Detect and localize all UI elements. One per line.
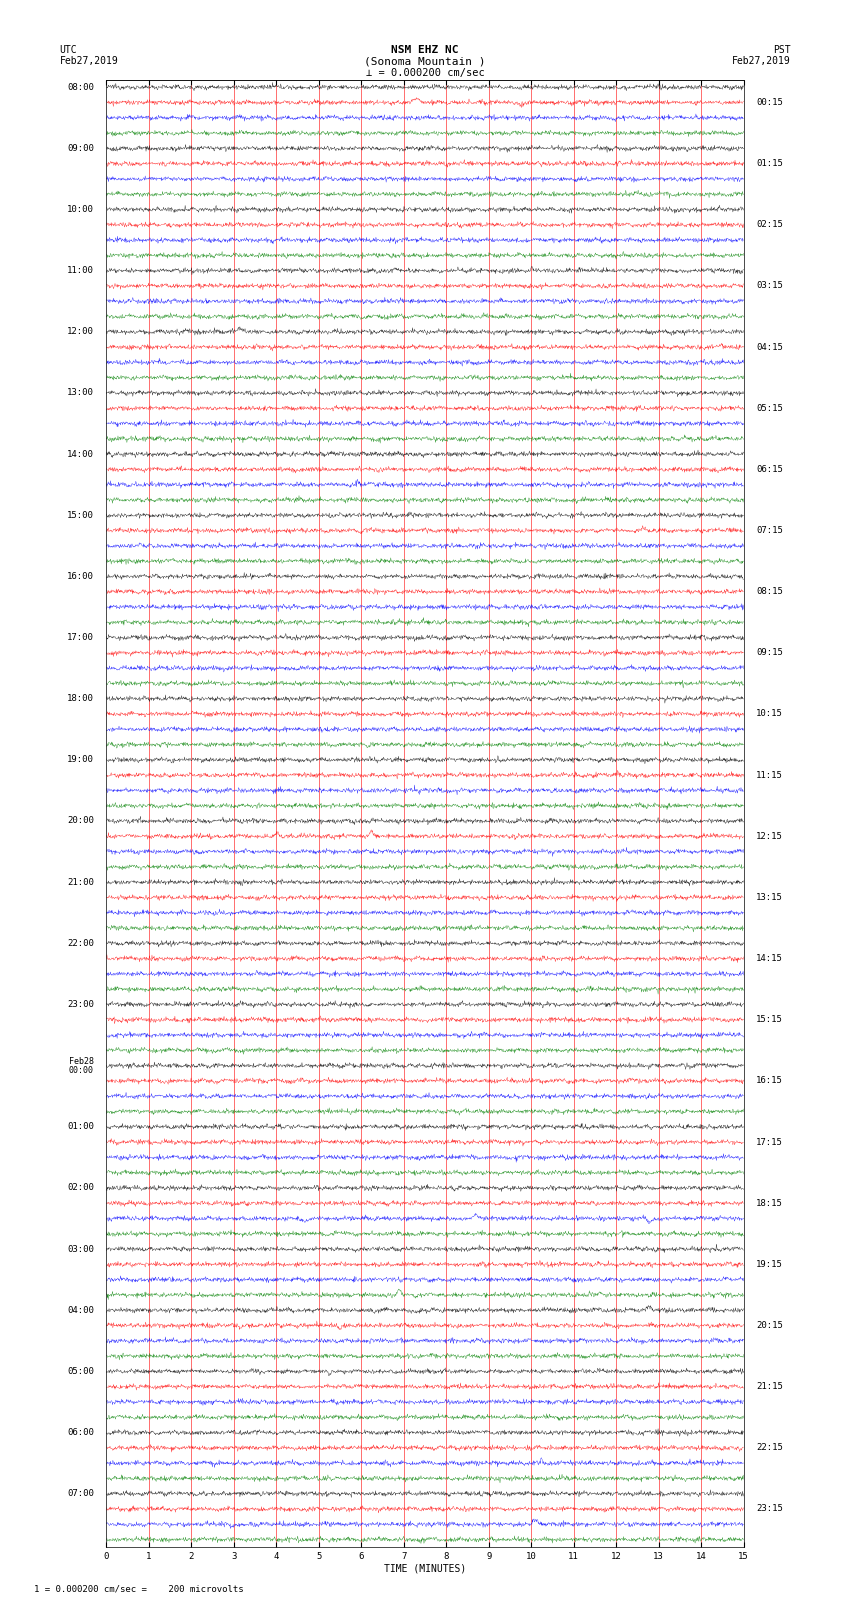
X-axis label: TIME (MINUTES): TIME (MINUTES) — [384, 1563, 466, 1574]
Text: 12:15: 12:15 — [756, 832, 783, 840]
Text: 18:15: 18:15 — [756, 1198, 783, 1208]
Text: 14:15: 14:15 — [756, 953, 783, 963]
Text: 06:15: 06:15 — [756, 465, 783, 474]
Text: 17:00: 17:00 — [67, 632, 94, 642]
Text: 20:00: 20:00 — [67, 816, 94, 826]
Text: ⊥ = 0.000200 cm/sec: ⊥ = 0.000200 cm/sec — [366, 68, 484, 77]
Text: PST: PST — [773, 45, 790, 55]
Text: 21:00: 21:00 — [67, 877, 94, 887]
Text: Feb28: Feb28 — [69, 1057, 94, 1066]
Text: 05:00: 05:00 — [67, 1366, 94, 1376]
Text: 01:00: 01:00 — [67, 1123, 94, 1131]
Text: 22:15: 22:15 — [756, 1444, 783, 1452]
Text: 18:00: 18:00 — [67, 694, 94, 703]
Text: 10:00: 10:00 — [67, 205, 94, 215]
Text: 22:00: 22:00 — [67, 939, 94, 948]
Text: 07:15: 07:15 — [756, 526, 783, 536]
Text: 09:00: 09:00 — [67, 144, 94, 153]
Text: 14:00: 14:00 — [67, 450, 94, 458]
Text: 15:00: 15:00 — [67, 511, 94, 519]
Text: 11:00: 11:00 — [67, 266, 94, 276]
Text: 15:15: 15:15 — [756, 1015, 783, 1024]
Text: (Sonoma Mountain ): (Sonoma Mountain ) — [365, 56, 485, 66]
Text: 02:15: 02:15 — [756, 221, 783, 229]
Text: 11:15: 11:15 — [756, 771, 783, 779]
Text: 19:15: 19:15 — [756, 1260, 783, 1269]
Text: Feb27,2019: Feb27,2019 — [732, 56, 791, 66]
Text: 05:15: 05:15 — [756, 403, 783, 413]
Text: Feb27,2019: Feb27,2019 — [60, 56, 118, 66]
Text: 12:00: 12:00 — [67, 327, 94, 336]
Text: NSM EHZ NC: NSM EHZ NC — [391, 45, 459, 55]
Text: 23:00: 23:00 — [67, 1000, 94, 1010]
Text: 04:00: 04:00 — [67, 1305, 94, 1315]
Text: 21:15: 21:15 — [756, 1382, 783, 1390]
Text: 00:00: 00:00 — [69, 1066, 94, 1074]
Text: 04:15: 04:15 — [756, 342, 783, 352]
Text: 02:00: 02:00 — [67, 1184, 94, 1192]
Text: 03:00: 03:00 — [67, 1245, 94, 1253]
Text: 09:15: 09:15 — [756, 648, 783, 658]
Text: 23:15: 23:15 — [756, 1505, 783, 1513]
Text: 00:15: 00:15 — [756, 98, 783, 106]
Text: 1 = 0.000200 cm/sec =    200 microvolts: 1 = 0.000200 cm/sec = 200 microvolts — [34, 1584, 244, 1594]
Text: 20:15: 20:15 — [756, 1321, 783, 1331]
Text: 06:00: 06:00 — [67, 1428, 94, 1437]
Text: 01:15: 01:15 — [756, 160, 783, 168]
Text: 17:15: 17:15 — [756, 1137, 783, 1147]
Text: 08:00: 08:00 — [67, 82, 94, 92]
Text: 13:00: 13:00 — [67, 389, 94, 397]
Text: UTC: UTC — [60, 45, 77, 55]
Text: 07:00: 07:00 — [67, 1489, 94, 1498]
Text: 16:00: 16:00 — [67, 573, 94, 581]
Text: 16:15: 16:15 — [756, 1076, 783, 1086]
Text: 19:00: 19:00 — [67, 755, 94, 765]
Text: 03:15: 03:15 — [756, 281, 783, 290]
Text: 13:15: 13:15 — [756, 894, 783, 902]
Text: 08:15: 08:15 — [756, 587, 783, 597]
Text: 10:15: 10:15 — [756, 710, 783, 718]
